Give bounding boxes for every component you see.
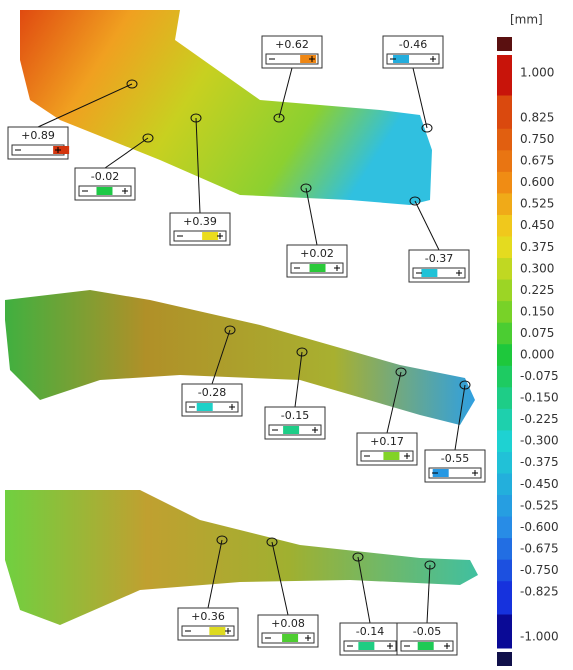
slider-marker <box>383 452 399 460</box>
color-segment <box>497 615 512 649</box>
deviation-label: -0.28 <box>198 386 226 399</box>
deviation-label: -0.46 <box>399 38 427 51</box>
slider-marker <box>209 627 225 635</box>
color-segment <box>497 150 512 172</box>
color-segment <box>497 452 512 474</box>
tick-label: -0.375 <box>520 455 559 469</box>
tick-label: 0.525 <box>520 197 554 211</box>
deviation-label: -0.05 <box>413 625 441 638</box>
deviation-label: +0.39 <box>183 215 217 228</box>
color-segment <box>497 172 512 194</box>
tick-label: 0.225 <box>520 283 554 297</box>
page: {"colorbar": {"unit": "[mm]", "ticks": [… <box>0 0 573 670</box>
tick-label: -1.000 <box>520 630 559 644</box>
deviation-label: +0.02 <box>300 247 334 260</box>
color-segment <box>497 215 512 237</box>
color-segment <box>497 258 512 280</box>
cap-top <box>497 37 512 51</box>
tick-label: -0.225 <box>520 412 559 426</box>
slider-marker <box>418 642 434 650</box>
color-segment <box>497 237 512 259</box>
slider-marker <box>202 232 218 240</box>
tick-label: -0.075 <box>520 369 559 383</box>
color-segment <box>497 55 512 96</box>
tick-label: 0.075 <box>520 326 554 340</box>
color-segment <box>497 538 512 560</box>
tick-label: -0.525 <box>520 498 559 512</box>
deviation-label: +0.17 <box>370 435 404 448</box>
deviation-label: +0.89 <box>21 129 55 142</box>
color-segment <box>497 387 512 409</box>
slider-marker <box>96 187 112 195</box>
color-segment <box>497 560 512 582</box>
unit-label: [mm] <box>510 13 543 27</box>
deviation-label: -0.14 <box>356 625 384 638</box>
color-segment <box>497 474 512 496</box>
tick-label: -0.825 <box>520 585 559 599</box>
deviation-label: +0.62 <box>275 38 309 51</box>
slider-marker <box>282 634 298 642</box>
color-bar: [mm] 1.000 0.825 0.750 0.675 0.600 0.525 0.450… <box>497 13 559 667</box>
bone-bottom <box>5 490 478 625</box>
color-segment <box>497 517 512 539</box>
tick-label: -0.750 <box>520 563 559 577</box>
tick-label: 0.825 <box>520 111 554 125</box>
color-segment <box>497 430 512 452</box>
color-segment <box>497 301 512 323</box>
tick-label: 0.600 <box>520 175 554 189</box>
deviation-label: -0.37 <box>425 252 453 265</box>
deviation-label: -0.15 <box>281 409 309 422</box>
tick-label: 0.300 <box>520 261 554 275</box>
leader-line <box>415 201 439 250</box>
deviation-label: -0.02 <box>91 170 119 183</box>
color-segment <box>497 409 512 431</box>
tick-label: 0.750 <box>520 132 554 146</box>
tick-label: 0.000 <box>520 348 554 362</box>
slider-marker <box>310 264 326 272</box>
tick-label: 0.675 <box>520 154 554 168</box>
tick-label: 0.375 <box>520 240 554 254</box>
color-segment <box>497 323 512 345</box>
slider-marker <box>421 269 437 277</box>
color-segment <box>497 495 512 517</box>
deviation-label: +0.08 <box>271 617 305 630</box>
slider-marker <box>283 426 299 434</box>
slider-marker <box>358 642 374 650</box>
color-segment <box>497 366 512 388</box>
color-segment <box>497 280 512 302</box>
tick-label: 0.150 <box>520 304 554 318</box>
tick-label: -0.600 <box>520 520 559 534</box>
color-segment <box>497 581 512 615</box>
deviation-label: -0.55 <box>441 452 469 465</box>
color-segment <box>497 193 512 215</box>
color-segment <box>497 129 512 151</box>
tick-label: 0.450 <box>520 218 554 232</box>
figure: +0.89 -0.02 +0.39 +0.62 -0.46 +0.02 -0.37 -0.28… <box>0 0 573 670</box>
deviation-label: +0.36 <box>191 610 225 623</box>
color-segment <box>497 96 512 130</box>
color-segment <box>497 344 512 366</box>
bone-views <box>5 10 478 625</box>
tick-label: -0.450 <box>520 477 559 491</box>
cap-bottom <box>497 652 512 666</box>
slider-marker <box>197 403 213 411</box>
tick-label: -0.300 <box>520 434 559 448</box>
tick-label: -0.675 <box>520 541 559 555</box>
tick-label: -0.150 <box>520 391 559 405</box>
tick-label: 1.000 <box>520 66 554 80</box>
